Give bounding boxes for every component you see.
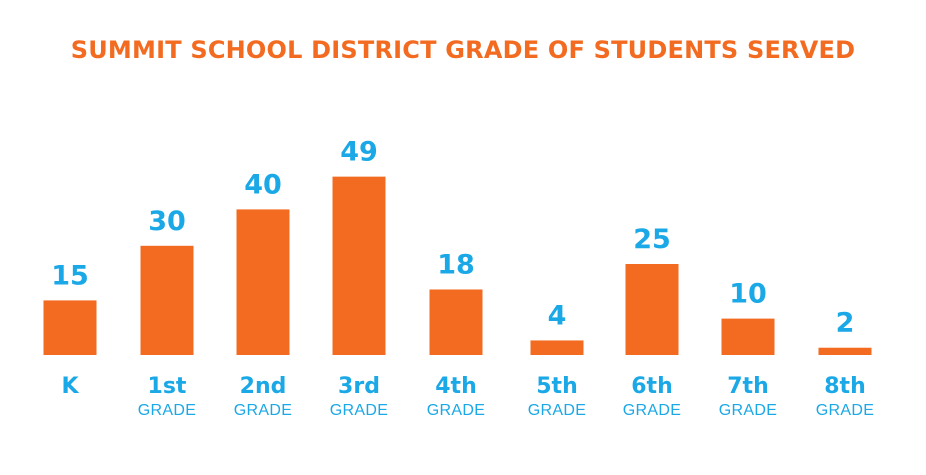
category-label: K <box>61 374 79 399</box>
value-label: 18 <box>437 249 475 280</box>
category-label: 2nd <box>240 374 287 399</box>
category-label: 1st <box>148 374 187 399</box>
category-label: 3rd <box>338 374 380 399</box>
value-label: 2 <box>836 308 855 339</box>
value-label: 40 <box>244 169 282 200</box>
bar-4th <box>429 289 483 355</box>
value-label: 15 <box>51 260 89 291</box>
category-sublabel: GRADE <box>427 402 485 419</box>
category-label: 4th <box>435 374 477 399</box>
category-sublabel: GRADE <box>528 402 586 419</box>
bar-1st <box>140 245 194 355</box>
bar-6th <box>625 264 679 355</box>
category-label: 6th <box>631 374 673 399</box>
value-label: 30 <box>148 206 186 237</box>
category-label: 7th <box>727 374 769 399</box>
category-label: 5th <box>536 374 578 399</box>
value-label: 10 <box>729 279 767 310</box>
bar-k <box>43 300 97 355</box>
category-sublabel: GRADE <box>234 402 292 419</box>
bar-7th <box>721 318 775 355</box>
value-label: 4 <box>548 300 567 331</box>
category-sublabel: GRADE <box>719 402 777 419</box>
value-label: 25 <box>633 224 671 255</box>
bar-8th <box>818 347 872 355</box>
category-sublabel: GRADE <box>330 402 388 419</box>
category-sublabel: GRADE <box>623 402 681 419</box>
bar-5th <box>530 340 584 355</box>
category-sublabel: GRADE <box>816 402 874 419</box>
chart-title: SUMMIT SCHOOL DISTRICT GRADE OF STUDENTS… <box>70 36 856 64</box>
bar-3rd <box>332 176 386 355</box>
category-label: 8th <box>824 374 866 399</box>
category-sublabel: GRADE <box>138 402 196 419</box>
bar-2nd <box>236 209 290 355</box>
value-label: 49 <box>340 137 378 168</box>
